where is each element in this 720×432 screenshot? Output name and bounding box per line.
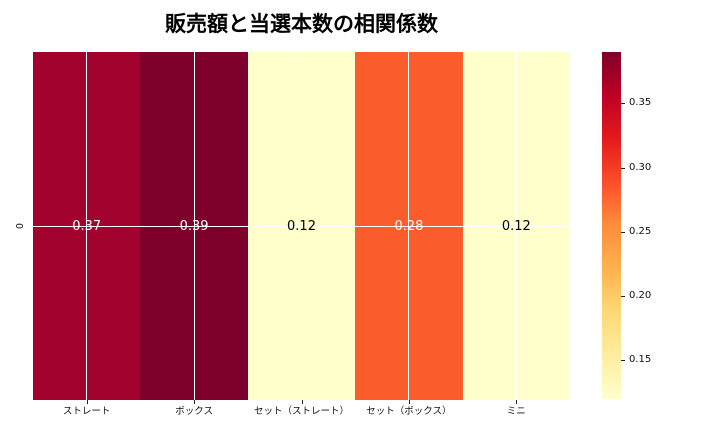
x-axis-tick-mark — [408, 400, 410, 404]
x-axis-tick-mark — [301, 400, 303, 404]
colorbar-tick-label: 0.20 — [629, 290, 652, 302]
cell-value-label: 0.39 — [179, 218, 209, 234]
x-axis-tick-label: セット（ストレート） — [253, 406, 350, 417]
heatmap: 0.37 0.39 0.12 0.28 0.12 — [33, 52, 571, 400]
colorbar — [602, 52, 621, 399]
colorbar-tick-mark — [621, 231, 625, 233]
colorbar-tick-mark — [621, 167, 625, 169]
x-axis-tick-mark — [516, 400, 518, 404]
colorbar-tick-label: 0.30 — [629, 161, 652, 173]
cell-value-label: 0.12 — [287, 218, 316, 234]
y-axis-tick-label: 0 — [12, 222, 24, 230]
colorbar-tick-label: 0.15 — [629, 354, 652, 366]
colorbar-tick-label: 0.35 — [629, 97, 652, 109]
cell-value-label: 0.12 — [501, 218, 531, 234]
x-axis-tick-label: セット（ボックス） — [366, 406, 452, 417]
gridline-horizontal — [33, 225, 570, 227]
cell-value-label: 0.37 — [72, 218, 102, 234]
chart-title: 販売額と当選本数の相関係数 — [165, 12, 438, 36]
x-axis-tick-label: ミニ — [506, 406, 526, 417]
colorbar-tick-mark — [621, 360, 625, 362]
colorbar-tick-label: 0.25 — [629, 225, 652, 237]
colorbar-tick-mark — [621, 103, 625, 105]
x-axis-tick-label: ボックス — [175, 406, 213, 417]
colorbar-tick-mark — [621, 296, 625, 298]
cell-value-label: 0.28 — [394, 218, 424, 234]
x-axis-tick-mark — [194, 400, 196, 404]
x-axis-tick-label: ストレート — [62, 406, 111, 417]
x-axis-tick-mark — [86, 400, 88, 404]
